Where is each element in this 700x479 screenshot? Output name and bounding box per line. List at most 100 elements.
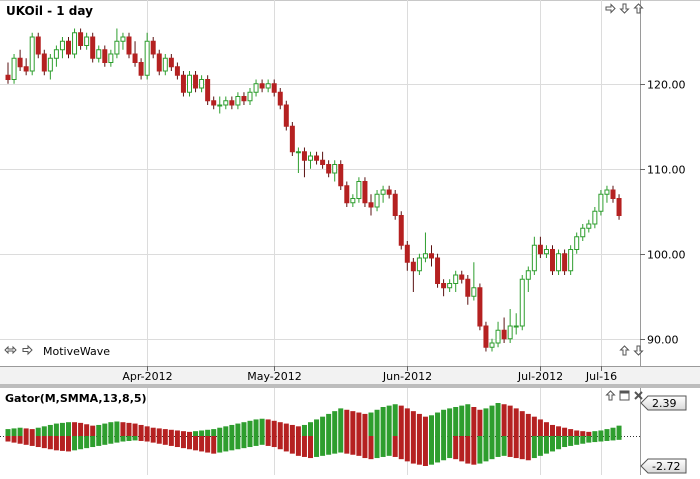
candle-down[interactable]: [41, 49, 47, 76]
candle-up[interactable]: [96, 45, 102, 63]
candle-down[interactable]: [35, 32, 41, 59]
candle-up[interactable]: [217, 96, 223, 114]
candle-down[interactable]: [180, 71, 186, 97]
candle-up[interactable]: [513, 313, 519, 335]
candle-down[interactable]: [616, 194, 622, 220]
candle-down[interactable]: [301, 147, 307, 178]
candle-up[interactable]: [332, 160, 338, 182]
arrow-up-icon[interactable]: [619, 345, 630, 356]
candle-down[interactable]: [271, 79, 277, 97]
candle-up[interactable]: [447, 279, 453, 292]
candle-down[interactable]: [398, 211, 404, 250]
candle-down[interactable]: [550, 245, 555, 275]
candle-up[interactable]: [308, 151, 313, 169]
candle-down[interactable]: [314, 151, 320, 165]
candle-up[interactable]: [11, 54, 17, 84]
candle-down[interactable]: [132, 41, 138, 67]
candle-up[interactable]: [598, 190, 604, 216]
candle-down[interactable]: [410, 258, 416, 292]
candle-down[interactable]: [17, 49, 23, 71]
candle-down[interactable]: [283, 100, 289, 131]
candle-down[interactable]: [362, 177, 368, 207]
candle-up[interactable]: [84, 32, 90, 50]
arrow-down-icon[interactable]: [619, 3, 630, 14]
candle-up[interactable]: [507, 309, 513, 343]
candle-up[interactable]: [199, 75, 205, 93]
candle-up[interactable]: [543, 245, 549, 258]
candle-down[interactable]: [368, 194, 374, 216]
candle-down[interactable]: [289, 122, 295, 156]
candle-down[interactable]: [138, 58, 144, 80]
candle-down[interactable]: [174, 62, 180, 80]
candle-up[interactable]: [29, 32, 35, 76]
candle-down[interactable]: [229, 96, 235, 110]
candle-down[interactable]: [404, 241, 410, 271]
time-axis[interactable]: [0, 366, 700, 384]
candle-down[interactable]: [392, 190, 398, 220]
candle-down[interactable]: [126, 32, 132, 59]
candles[interactable]: [5, 28, 622, 352]
candle-down[interactable]: [610, 185, 616, 203]
candle-up[interactable]: [586, 219, 592, 233]
candle-up[interactable]: [53, 45, 59, 67]
close-icon[interactable]: [634, 391, 643, 400]
candle-down[interactable]: [150, 37, 156, 59]
window-icon[interactable]: [619, 390, 630, 401]
candle-down[interactable]: [537, 236, 543, 258]
candle-down[interactable]: [5, 62, 11, 84]
candle-down[interactable]: [156, 49, 162, 76]
candle-down[interactable]: [326, 160, 332, 178]
candle-down[interactable]: [168, 54, 174, 71]
candle-down[interactable]: [338, 160, 344, 190]
candle-up[interactable]: [223, 96, 229, 110]
candle-down[interactable]: [429, 245, 434, 267]
candle-up[interactable]: [374, 190, 380, 212]
candle-down[interactable]: [386, 185, 392, 199]
candle-down[interactable]: [344, 181, 350, 208]
candle-up[interactable]: [356, 177, 362, 203]
candle-up[interactable]: [47, 54, 53, 80]
candle-up[interactable]: [144, 32, 150, 80]
candle-up[interactable]: [120, 32, 126, 50]
candle-up[interactable]: [72, 28, 78, 59]
candle-up[interactable]: [108, 49, 114, 67]
candle-down[interactable]: [102, 45, 108, 67]
candle-down[interactable]: [66, 37, 71, 59]
pane-divider[interactable]: [0, 384, 700, 388]
candle-down[interactable]: [501, 317, 507, 344]
candle-up[interactable]: [604, 185, 610, 203]
candle-down[interactable]: [435, 253, 441, 288]
candle-up[interactable]: [114, 28, 120, 59]
candle-down[interactable]: [259, 79, 265, 93]
candle-up[interactable]: [519, 275, 525, 331]
price-pane[interactable]: [0, 0, 700, 384]
arrow-right-icon[interactable]: [22, 344, 33, 356]
arrow-up-icon[interactable]: [605, 390, 616, 401]
candle-up[interactable]: [574, 232, 580, 254]
candle-up[interactable]: [350, 194, 356, 207]
candle-up[interactable]: [162, 54, 168, 76]
candle-down[interactable]: [320, 151, 326, 169]
candle-up[interactable]: [247, 88, 253, 105]
candle-up[interactable]: [380, 185, 386, 203]
candle-up[interactable]: [187, 71, 192, 97]
candle-up[interactable]: [422, 232, 428, 263]
candle-down[interactable]: [90, 32, 96, 63]
candle-up[interactable]: [580, 224, 586, 241]
candle-down[interactable]: [562, 249, 568, 276]
arrow-up-icon[interactable]: [633, 3, 644, 14]
candle-down[interactable]: [78, 28, 84, 50]
candle-up[interactable]: [495, 321, 501, 348]
price-axis[interactable]: 90.00 100.00 110.00 120.00: [640, 79, 686, 347]
candle-down[interactable]: [193, 71, 199, 93]
candle-down[interactable]: [441, 279, 447, 297]
candle-up[interactable]: [471, 262, 477, 301]
candle-up[interactable]: [531, 236, 537, 275]
candle-down[interactable]: [241, 92, 247, 105]
candle-down[interactable]: [465, 275, 471, 305]
candle-down[interactable]: [477, 283, 483, 331]
candle-up[interactable]: [489, 338, 495, 352]
candle-up[interactable]: [592, 207, 598, 229]
candle-down[interactable]: [23, 58, 29, 76]
candle-down[interactable]: [205, 75, 211, 105]
